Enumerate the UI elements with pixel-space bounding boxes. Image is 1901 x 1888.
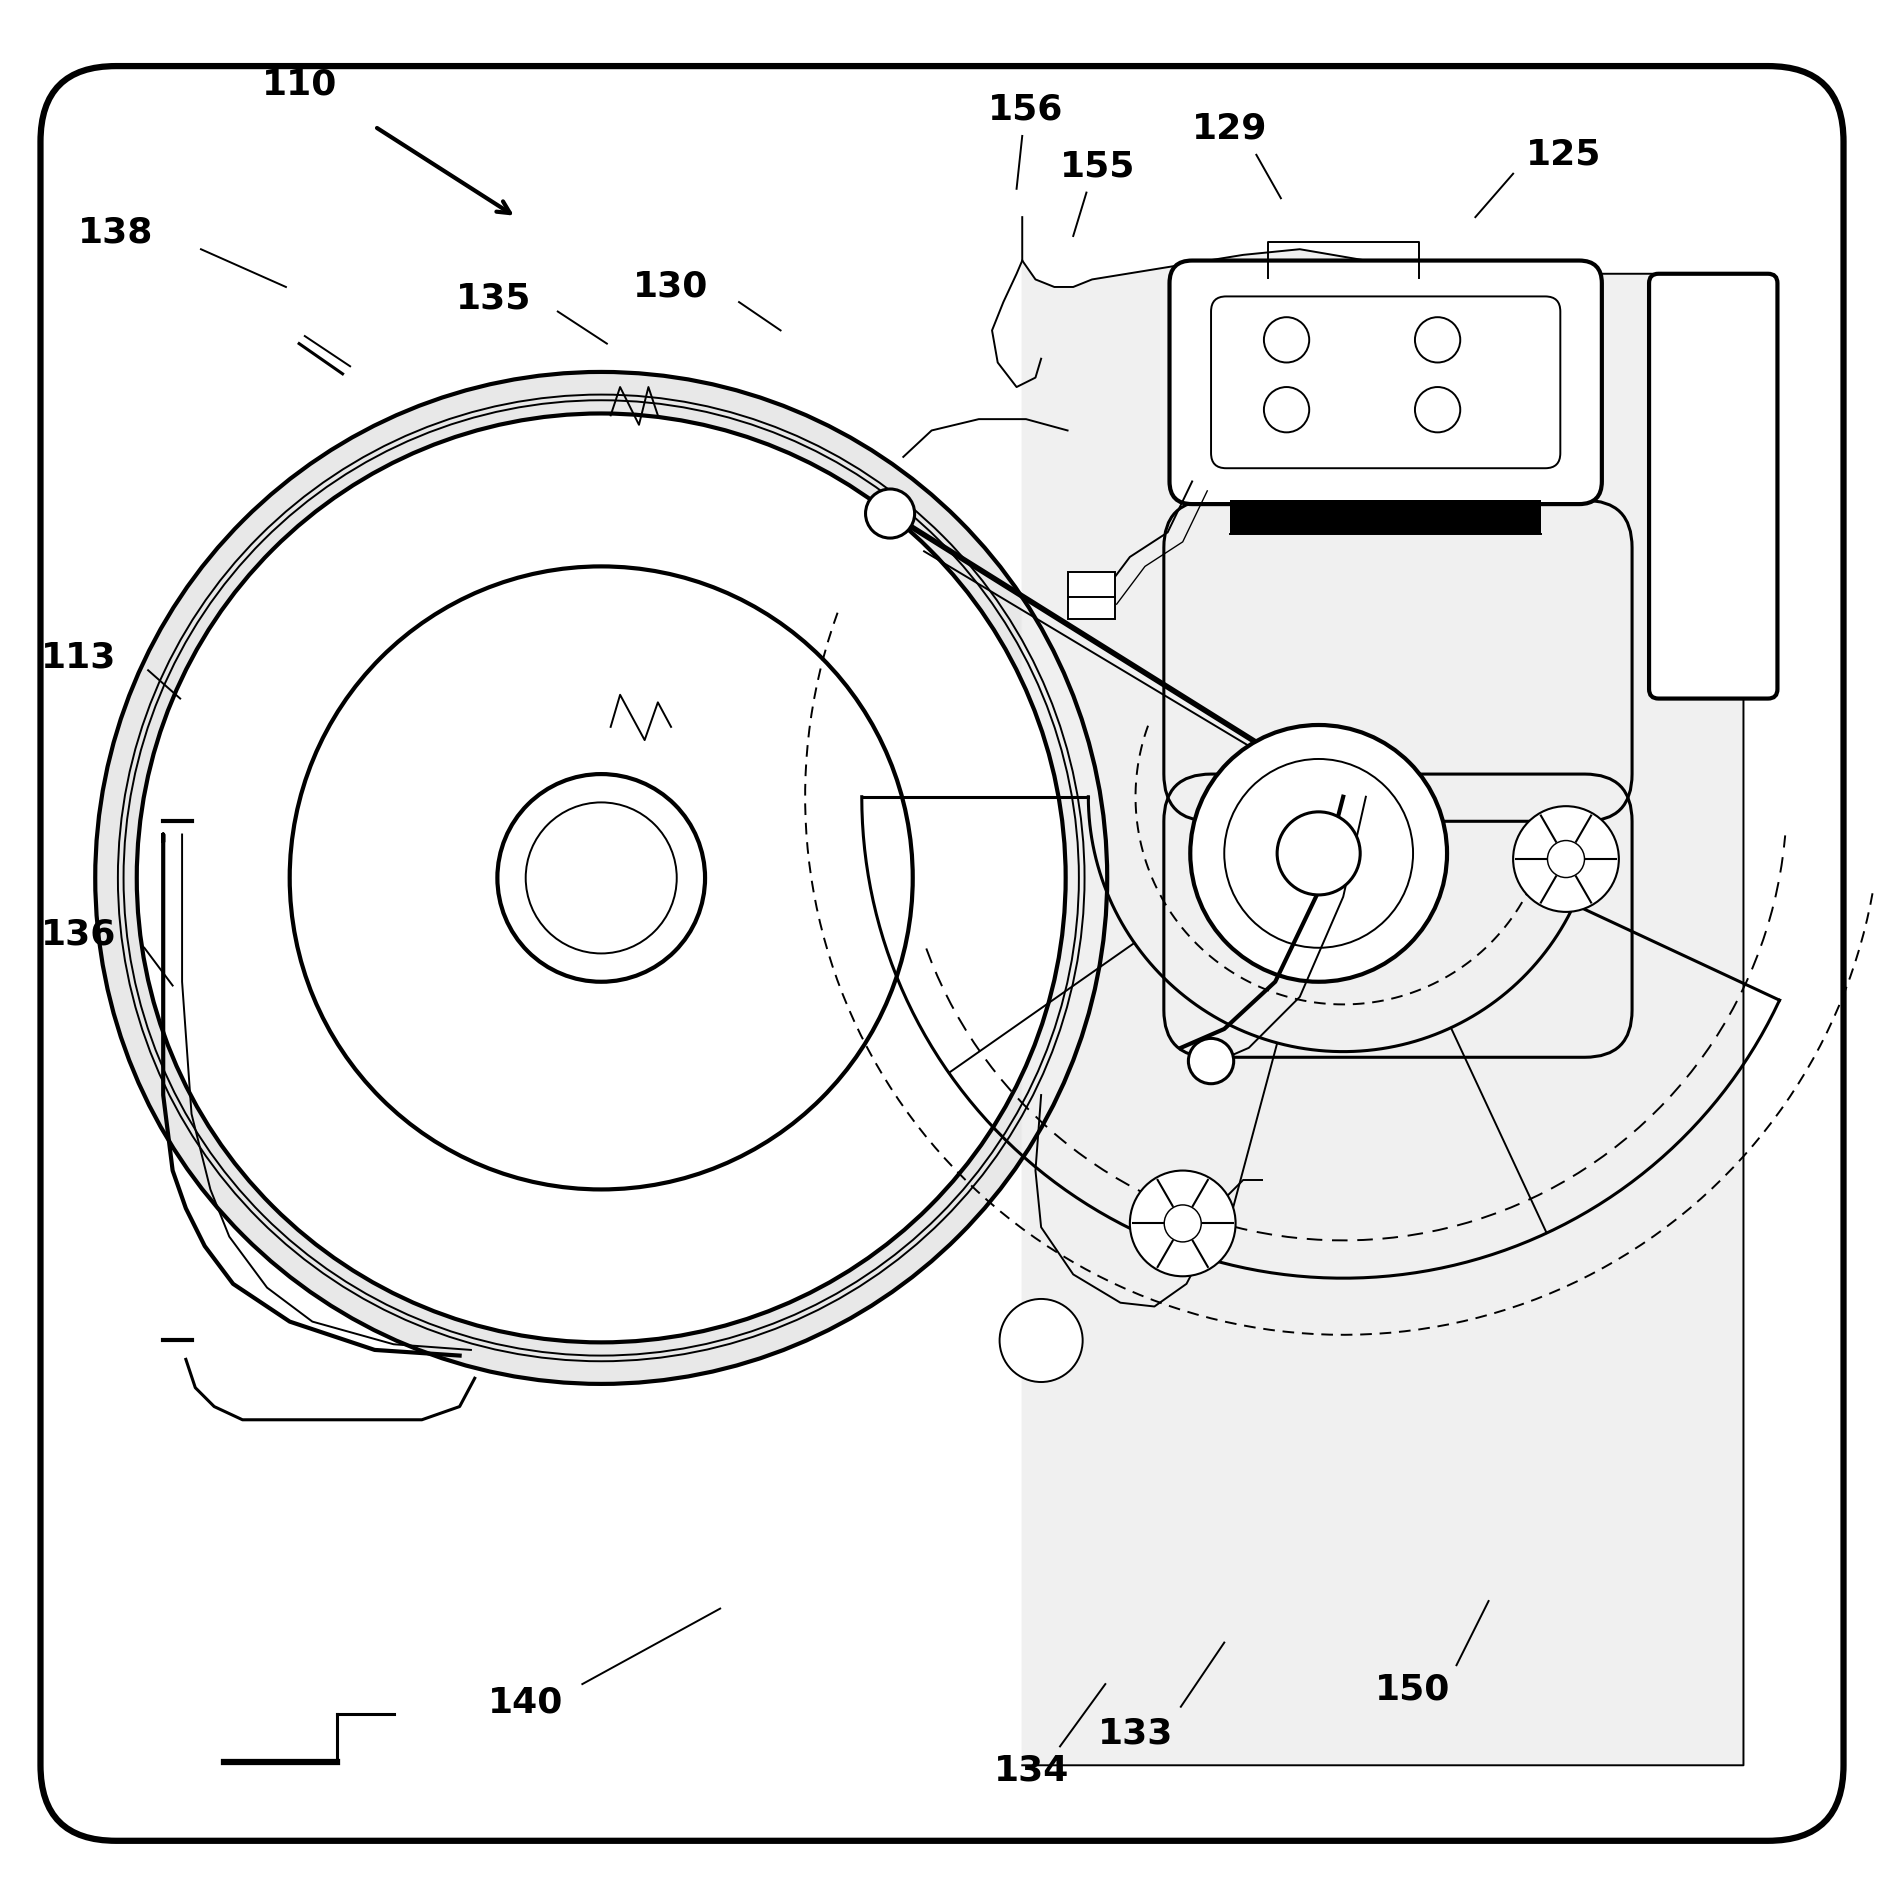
Circle shape	[137, 413, 1066, 1342]
Text: 133: 133	[1099, 1716, 1173, 1750]
Polygon shape	[1023, 217, 1743, 1765]
FancyBboxPatch shape	[1169, 261, 1603, 504]
Circle shape	[498, 774, 705, 982]
Circle shape	[95, 372, 1106, 1384]
Circle shape	[1188, 1038, 1234, 1084]
Bar	[1230, 500, 1542, 534]
Bar	[1068, 572, 1114, 619]
FancyBboxPatch shape	[40, 66, 1844, 1841]
Text: 155: 155	[1061, 149, 1135, 183]
Circle shape	[1414, 387, 1460, 432]
Text: 130: 130	[633, 270, 709, 304]
FancyBboxPatch shape	[1648, 274, 1777, 699]
Text: 136: 136	[40, 918, 116, 952]
Circle shape	[1163, 1205, 1201, 1242]
Text: 134: 134	[994, 1754, 1070, 1788]
Text: 113: 113	[40, 640, 116, 674]
Text: 135: 135	[456, 281, 530, 315]
Text: 150: 150	[1374, 1673, 1450, 1707]
Text: 140: 140	[489, 1686, 563, 1720]
Text: 110: 110	[262, 68, 336, 102]
Circle shape	[1547, 840, 1585, 878]
Text: 125: 125	[1527, 138, 1603, 172]
Circle shape	[1414, 317, 1460, 362]
Circle shape	[865, 489, 914, 538]
Circle shape	[1277, 812, 1361, 895]
Text: 129: 129	[1192, 111, 1268, 145]
Circle shape	[1190, 725, 1447, 982]
Circle shape	[1513, 806, 1620, 912]
FancyBboxPatch shape	[1211, 296, 1561, 468]
Circle shape	[1000, 1299, 1084, 1382]
Circle shape	[1264, 387, 1310, 432]
Circle shape	[1264, 317, 1310, 362]
Circle shape	[1129, 1171, 1236, 1276]
Text: 156: 156	[989, 93, 1065, 126]
Text: 138: 138	[78, 215, 154, 249]
